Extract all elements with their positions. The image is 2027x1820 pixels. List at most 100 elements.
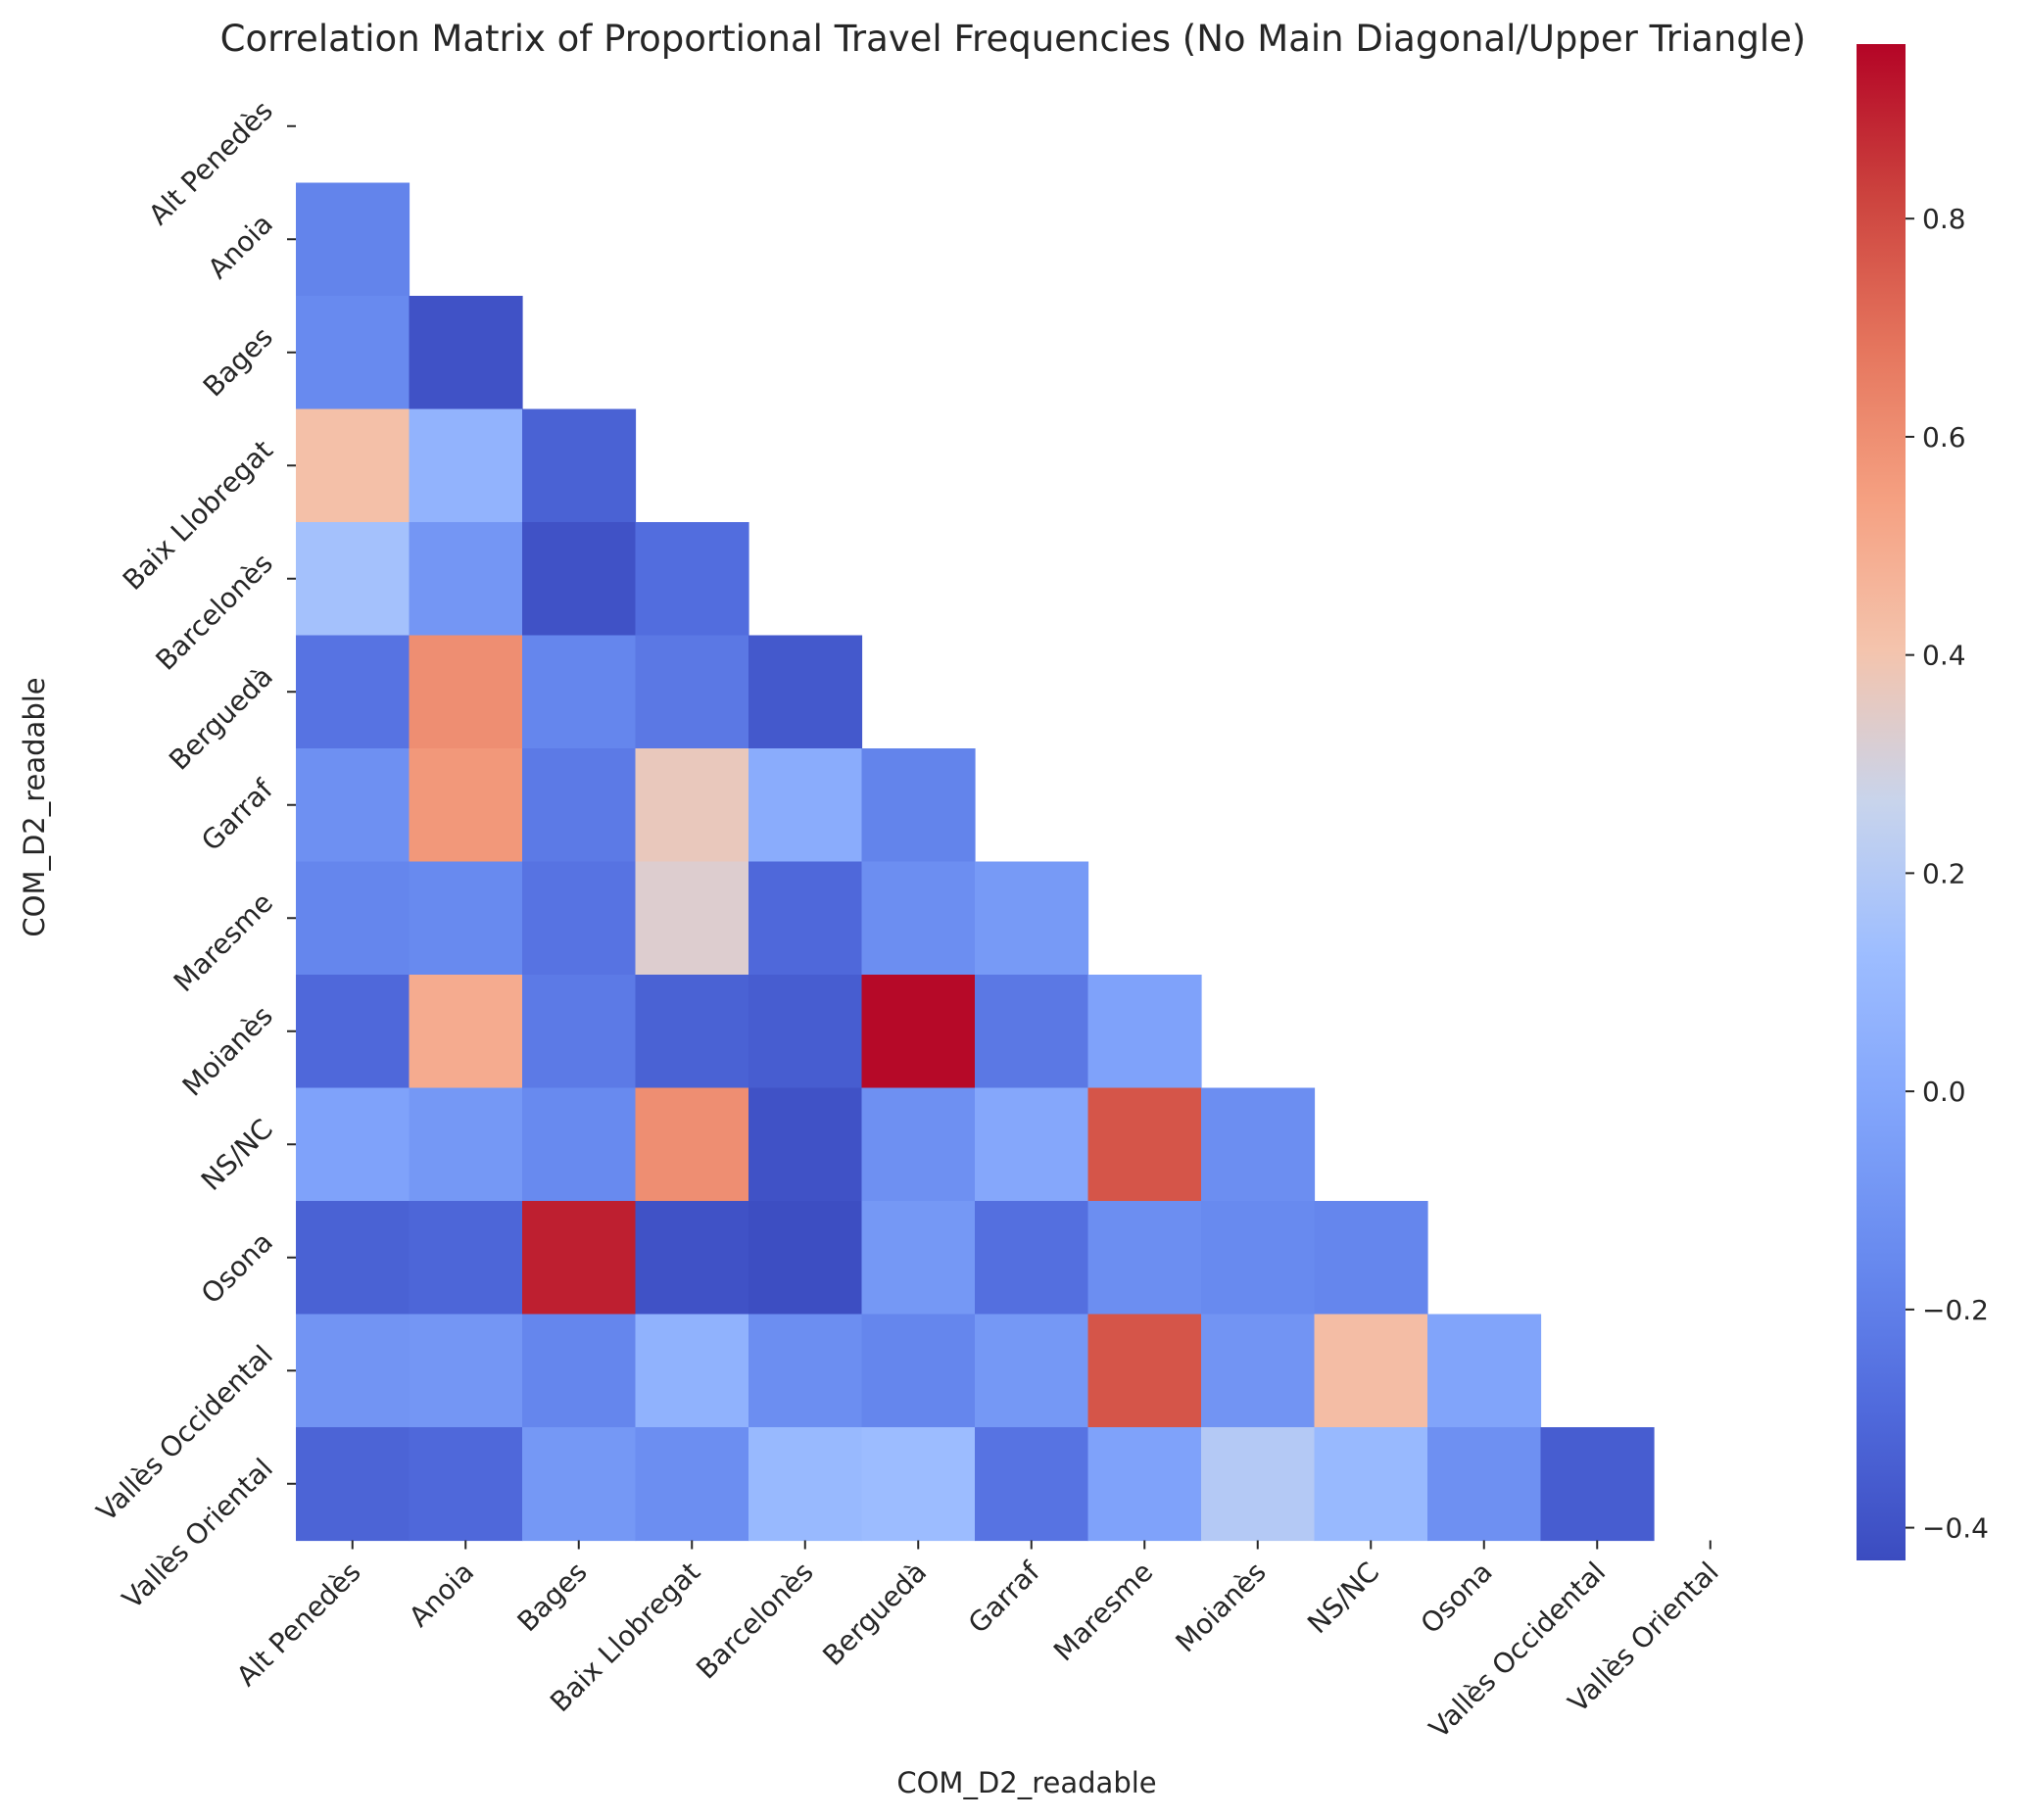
colorbar-tick-label: 0.8	[1922, 203, 1966, 235]
heatmap-cell	[861, 1087, 976, 1202]
heatmap-cell	[1087, 1314, 1202, 1428]
y-tick-label: NS/NC	[195, 1113, 279, 1197]
heatmap-cell	[409, 975, 523, 1089]
heatmap-cell	[522, 522, 637, 637]
colorbar-tick-label: 0.0	[1922, 1076, 1966, 1108]
y-tick-label: Osona	[195, 1225, 279, 1310]
heatmap-cell	[1314, 1201, 1428, 1316]
heatmap-cell	[296, 1314, 410, 1428]
heatmap-cell	[635, 1427, 749, 1542]
heatmap-cell	[296, 522, 410, 637]
heatmap-cell	[1427, 1314, 1542, 1428]
y-tick-label: Maresme	[168, 886, 279, 998]
heatmap-cell	[296, 1427, 410, 1542]
x-tick-label: Garraf	[962, 1555, 1047, 1640]
x-tick-label: Maresme	[1047, 1556, 1159, 1667]
heatmap-cell	[409, 748, 523, 863]
heatmap-cell	[635, 748, 749, 863]
y-tick-label: Berguedà	[163, 660, 279, 777]
x-tick-label: Bages	[511, 1556, 594, 1638]
x-tick-label: NS/NC	[1301, 1556, 1385, 1640]
y-axis-label: COM_D2_readable	[18, 677, 51, 936]
heatmap-cell	[522, 1314, 637, 1428]
heatmap-cell	[1201, 1314, 1316, 1428]
heatmap-cell	[748, 635, 863, 749]
heatmap-cell	[975, 1201, 1089, 1316]
heatmap-cell	[296, 1201, 410, 1316]
heatmap-cell	[1314, 1427, 1428, 1542]
heatmap-cell	[748, 1427, 863, 1542]
x-tick-label: Osona	[1415, 1556, 1499, 1640]
heatmap-cell	[975, 1314, 1089, 1428]
heatmap-cell	[635, 975, 749, 1089]
colorbar: −0.4 −0.2 0.0 0.2 0.4 0.6 0.8	[1857, 44, 1989, 1560]
heatmap-cell	[635, 1201, 749, 1316]
colorbar-tick-label: 0.4	[1922, 640, 1966, 672]
heatmap-cell	[975, 1087, 1089, 1202]
heatmap-cell	[1427, 1427, 1542, 1542]
heatmap-cell	[1087, 975, 1202, 1089]
heatmap-cell	[1314, 1314, 1428, 1428]
heatmap-cell	[861, 1427, 976, 1542]
heatmap-cell	[409, 635, 523, 749]
colorbar-tick-label: 0.2	[1922, 857, 1966, 889]
y-tick-label: Moianès	[176, 999, 279, 1102]
heatmap-cell	[296, 635, 410, 749]
heatmap-cell	[409, 1427, 523, 1542]
heatmap-cell	[409, 522, 523, 637]
x-tick-label: Barcelonès	[690, 1556, 819, 1685]
heatmap-cell	[296, 408, 410, 523]
heatmap-cell	[1087, 1427, 1202, 1542]
x-tick-label: Berguedà	[816, 1556, 933, 1672]
heatmap-cells	[296, 182, 1655, 1542]
x-tick-label: Anoia	[403, 1556, 480, 1633]
heatmap-cell	[861, 1314, 976, 1428]
y-tick-label: Bages	[197, 320, 279, 403]
chart-title: Correlation Matrix of Proportional Trave…	[220, 18, 1807, 60]
heatmap-cell	[296, 975, 410, 1089]
heatmap-cell	[522, 635, 637, 749]
heatmap-cell	[409, 1314, 523, 1428]
x-axis-label: COM_D2_readable	[896, 1766, 1156, 1799]
heatmap-cell	[296, 182, 410, 297]
heatmap-cell	[409, 1087, 523, 1202]
heatmap-cell	[1201, 1087, 1316, 1202]
heatmap-cell	[861, 975, 976, 1089]
heatmap-cell	[296, 861, 410, 976]
heatmap-cell	[296, 1087, 410, 1202]
heatmap-cell	[748, 1087, 863, 1202]
heatmap-cell	[748, 1314, 863, 1428]
heatmap-cell	[409, 408, 523, 523]
colorbar-tick-label: −0.4	[1922, 1512, 1989, 1545]
colorbar-gradient	[1857, 44, 1906, 1560]
heatmap-cell	[522, 861, 637, 976]
colorbar-tick-label: −0.2	[1922, 1294, 1989, 1326]
heatmap-cell	[409, 1201, 523, 1316]
heatmap-cell	[522, 408, 637, 523]
heatmap-cell	[522, 748, 637, 863]
heatmap-cell	[635, 1087, 749, 1202]
colorbar-tick-label: 0.6	[1922, 421, 1966, 454]
y-tick-label: Garraf	[195, 773, 280, 858]
heatmap-cell	[635, 635, 749, 749]
heatmap-cell	[522, 975, 637, 1089]
heatmap-cell	[635, 861, 749, 976]
heatmap-cell	[296, 748, 410, 863]
heatmap-cell	[1201, 1201, 1316, 1316]
heatmap-cell	[522, 1087, 637, 1202]
heatmap-cell	[748, 748, 863, 863]
heatmap-cell	[522, 1201, 637, 1316]
heatmap-cell	[861, 861, 976, 976]
heatmap-cell	[1201, 1427, 1316, 1542]
heatmap-cell	[1087, 1201, 1202, 1316]
heatmap-cell	[861, 1201, 976, 1316]
heatmap-cell	[409, 296, 523, 410]
heatmap-cell	[635, 522, 749, 637]
heatmap-cell	[1540, 1427, 1655, 1542]
heatmap-cell	[296, 296, 410, 410]
heatmap-cell	[522, 1427, 637, 1542]
x-tick-label: Alt Penedès	[230, 1556, 367, 1693]
